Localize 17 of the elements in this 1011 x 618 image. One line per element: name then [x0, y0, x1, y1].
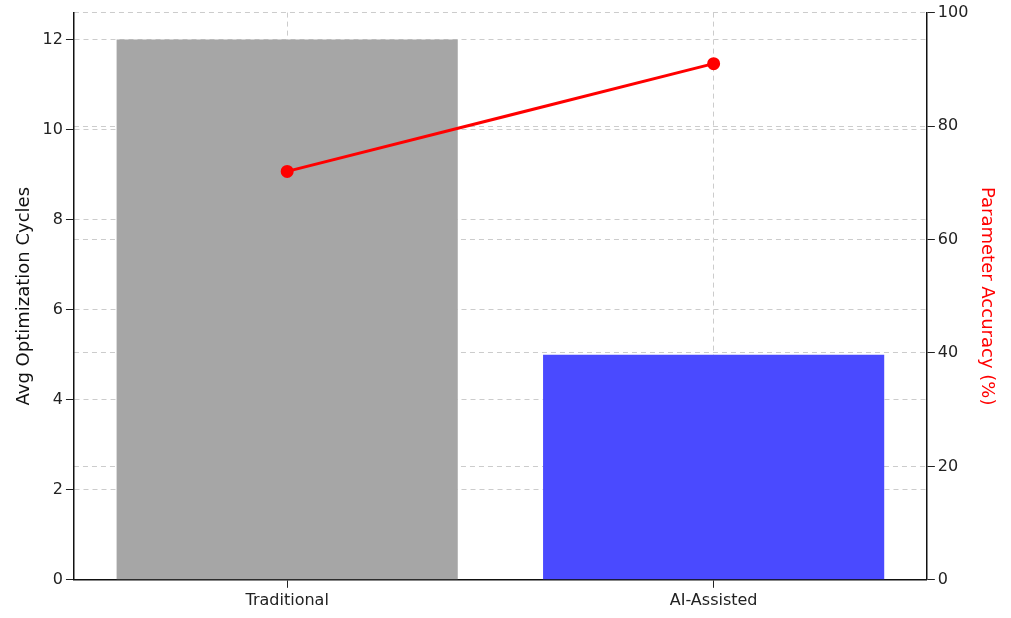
y-tick-label: 12 [42, 28, 63, 48]
y2-tick-label: 20 [937, 455, 959, 475]
y-axis-title: Avg Optimization Cycles [12, 186, 34, 406]
y2-tick-label: 60 [937, 228, 959, 248]
y2-tick-label: 100 [937, 1, 969, 21]
y-tick-label: 0 [52, 568, 63, 588]
y2-tick-label: 80 [937, 115, 959, 135]
y2-tick-label: 0 [937, 568, 949, 588]
x-tick-label: Traditional [244, 589, 329, 609]
y2-tick-label: 40 [937, 342, 959, 362]
x-tick-label: AI-Assisted [669, 589, 758, 609]
y-tick-label: 8 [52, 208, 63, 228]
y-tick-label: 2 [52, 478, 63, 498]
y-tick-label: 6 [52, 298, 63, 318]
y-tick-label: 4 [52, 388, 63, 408]
y2-axis-title: Parameter Accuracy (%) [977, 186, 999, 406]
y-tick-label: 10 [42, 118, 63, 138]
